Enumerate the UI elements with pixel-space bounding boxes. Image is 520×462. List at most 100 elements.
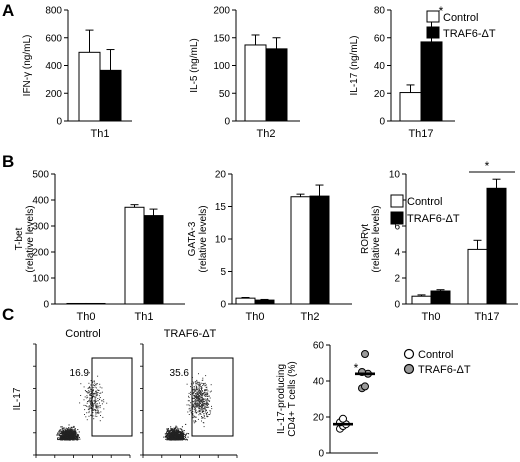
event-dot — [204, 393, 206, 395]
event-dot — [68, 427, 70, 429]
event-dot — [175, 433, 177, 435]
event-dot — [93, 409, 95, 411]
gate-percent: 16.9 — [70, 368, 90, 379]
event-dot — [196, 391, 198, 393]
category-label: Th2 — [301, 311, 320, 323]
event-dot — [205, 396, 207, 397]
event-dot — [166, 432, 168, 434]
event-dot — [93, 395, 95, 397]
event-dot — [182, 435, 184, 437]
y-axis-label: IL-17 — [12, 387, 23, 410]
event-dot — [175, 435, 177, 437]
event-dot — [208, 414, 210, 415]
event-dot — [173, 427, 175, 429]
legend-label-control: Control — [418, 349, 453, 361]
y-tick-label: 60 — [374, 33, 386, 44]
event-dot — [89, 394, 91, 396]
event-dot — [92, 392, 94, 394]
event-dot — [88, 415, 90, 417]
event-dot — [172, 437, 174, 439]
event-dot — [68, 438, 70, 440]
event-dot — [207, 398, 209, 399]
event-dot — [174, 438, 176, 440]
event-dot — [169, 436, 171, 438]
event-dot — [92, 405, 94, 407]
event-dot — [205, 403, 207, 405]
legend-b: Control TRAF6-ΔT — [390, 194, 460, 225]
event-dot — [193, 389, 195, 391]
event-dot — [194, 396, 196, 398]
event-dot — [75, 437, 77, 439]
event-dot — [203, 404, 205, 406]
event-dot — [77, 438, 79, 440]
event-dot — [90, 403, 91, 405]
event-dot — [95, 402, 96, 404]
event-dot — [66, 431, 68, 433]
event-dot — [202, 397, 203, 399]
event-dot — [192, 401, 194, 403]
y-tick-label: 0 — [56, 117, 62, 128]
event-dot — [202, 405, 204, 407]
chart-il-5: 0 50 100 150 200 IL-5 (ng/mL) Th2 — [189, 6, 300, 140]
event-dot — [69, 431, 71, 433]
event-dot — [194, 400, 196, 402]
event-dot — [96, 407, 98, 409]
event-dot — [203, 395, 205, 397]
event-dot — [179, 428, 181, 430]
event-dot — [98, 412, 99, 414]
event-dot — [73, 431, 75, 433]
category-label: Th1 — [135, 311, 154, 323]
event-dot — [176, 435, 178, 437]
event-dot — [203, 406, 205, 408]
event-dot — [94, 397, 96, 399]
event-dot — [90, 380, 92, 382]
event-dot — [177, 438, 179, 440]
event-dot — [190, 391, 191, 393]
event-dot — [195, 382, 196, 384]
event-dot — [176, 435, 178, 437]
data-point — [339, 414, 347, 423]
event-dot — [167, 434, 169, 436]
event-dot — [189, 407, 191, 409]
event-dot — [96, 406, 98, 408]
event-dot — [166, 436, 168, 438]
event-dot — [185, 423, 187, 425]
event-dot — [201, 379, 203, 381]
event-dot — [181, 432, 183, 434]
event-dot — [92, 405, 94, 406]
event-dot — [68, 432, 70, 434]
event-dot — [175, 425, 177, 427]
event-dot — [163, 436, 165, 438]
event-dot — [207, 395, 209, 397]
chart-ifn-gamma: 0 200 400 600 800 IFN-γ (ng/mL) Th1 — [22, 6, 132, 140]
event-dot — [87, 396, 89, 398]
event-dot — [65, 429, 67, 431]
event-dot — [92, 403, 94, 405]
event-dot — [205, 410, 207, 411]
event-dot — [98, 412, 100, 414]
event-dot — [176, 434, 178, 436]
y-axis-label: IL-5 (ng/mL) — [189, 38, 200, 92]
event-dot — [63, 434, 65, 436]
event-dot — [168, 438, 170, 440]
event-dot — [70, 426, 72, 428]
y-tick-label: 600 — [45, 33, 62, 44]
event-dot — [58, 430, 60, 432]
event-dot — [67, 435, 69, 437]
event-dot — [202, 395, 203, 397]
y-tick-label: 200 — [45, 89, 62, 100]
event-dot — [199, 405, 200, 407]
event-dot — [206, 386, 208, 388]
event-dot — [167, 429, 169, 431]
chart-il17-producing-cells: 0 20 40 60 IL-17-producing CD4+ T cells (%) * — [276, 341, 378, 460]
y-tick-label: 100 — [32, 274, 49, 285]
event-dot — [85, 405, 87, 407]
event-dot — [68, 433, 70, 435]
event-dot — [179, 431, 181, 433]
event-dot — [71, 436, 73, 438]
event-dot — [188, 408, 190, 410]
event-dot — [192, 406, 194, 408]
event-dot — [56, 434, 58, 436]
event-dot — [173, 438, 175, 440]
